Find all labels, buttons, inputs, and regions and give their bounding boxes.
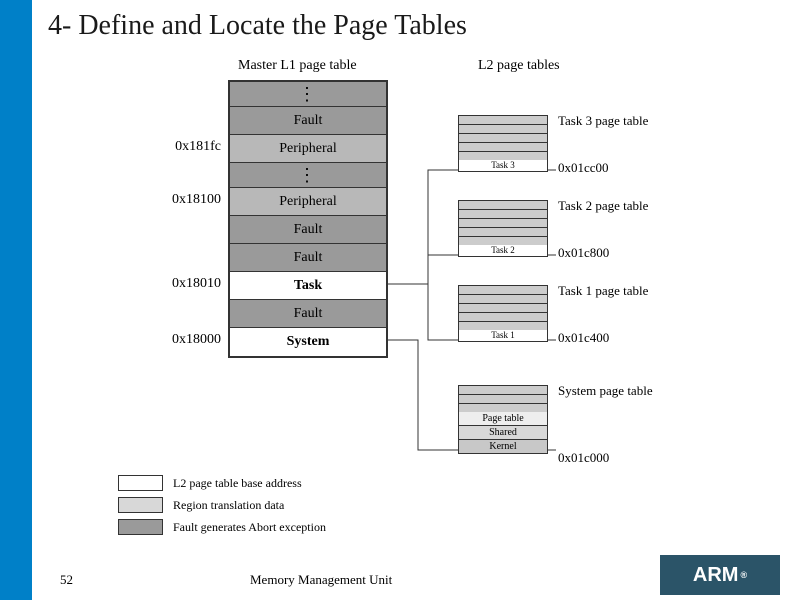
l1-addr: 0x181fc: [143, 139, 221, 155]
l1-row: Fault: [230, 300, 386, 328]
l1-page-table: ⋮FaultPeripheral⋮PeripheralFaultFaultTas…: [228, 80, 388, 358]
legend-item: L2 page table base address: [118, 475, 326, 491]
l2-band-label: Task 3: [458, 160, 548, 172]
legend-text: L2 page table base address: [173, 476, 302, 491]
slide-title: 4- Define and Locate the Page Tables: [48, 10, 467, 42]
l2-table: Task 1: [458, 285, 548, 342]
l1-row: ⋮: [230, 82, 386, 107]
registered-mark: ®: [740, 570, 747, 580]
l1-row: Peripheral: [230, 188, 386, 216]
footer: 52 Memory Management Unit ARM®: [0, 555, 800, 600]
legend-swatch: [118, 519, 163, 535]
sys-row: Page table: [458, 412, 548, 426]
l1-row: ⋮: [230, 163, 386, 188]
legend-swatch: [118, 497, 163, 513]
l1-row: Peripheral: [230, 135, 386, 163]
footer-title: Memory Management Unit: [250, 572, 392, 588]
legend-text: Region translation data: [173, 498, 284, 513]
l2-title-label: Task 2 page table: [558, 198, 648, 214]
l1-row: Fault: [230, 216, 386, 244]
legend-item: Fault generates Abort exception: [118, 519, 326, 535]
l2-title-label: Task 1 page table: [558, 283, 648, 299]
l1-addr: 0x18100: [143, 192, 221, 208]
arm-logo: ARM®: [660, 555, 780, 595]
l1-row: Fault: [230, 244, 386, 272]
legend-item: Region translation data: [118, 497, 326, 513]
l2-table: Task 3: [458, 115, 548, 172]
l2-table: Page tableSharedKernel: [458, 385, 548, 454]
l2-addr: 0x01c000: [558, 450, 609, 466]
legend: L2 page table base address Region transla…: [118, 475, 326, 541]
sys-row: Kernel: [458, 440, 548, 454]
l2-addr: 0x01cc00: [558, 160, 609, 176]
page-table-diagram: Master L1 page table L2 page tables ⋮Fau…: [48, 50, 768, 550]
legend-swatch: [118, 475, 163, 491]
l1-addr: 0x18010: [143, 276, 221, 292]
l2-band-label: Task 2: [458, 245, 548, 257]
l2-addr: 0x01c800: [558, 245, 609, 261]
l2-addr: 0x01c400: [558, 330, 609, 346]
l2-table-heading: L2 page tables: [478, 58, 560, 74]
l2-title-label: Task 3 page table: [558, 113, 648, 129]
l2-table: Task 2: [458, 200, 548, 257]
l2-title-label: System page table: [558, 383, 653, 399]
side-accent-bar: [0, 0, 32, 600]
legend-text: Fault generates Abort exception: [173, 520, 326, 535]
l1-row: Fault: [230, 107, 386, 135]
sys-row: Shared: [458, 426, 548, 440]
page-number: 52: [60, 572, 73, 588]
arm-logo-text: ARM: [693, 564, 739, 587]
l2-band-label: Task 1: [458, 330, 548, 342]
l1-row: Task: [230, 272, 386, 300]
l1-table-heading: Master L1 page table: [238, 58, 357, 74]
l1-row: System: [230, 328, 386, 356]
l1-addr: 0x18000: [143, 332, 221, 348]
